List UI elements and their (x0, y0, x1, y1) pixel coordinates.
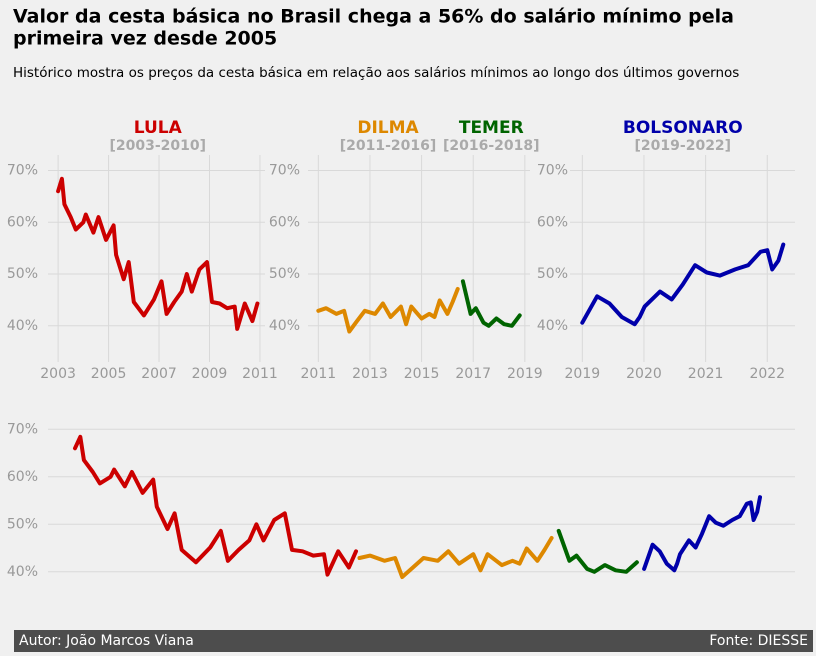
y-tick-label: 60% (537, 214, 568, 230)
y-tick-label: 50% (269, 266, 300, 282)
x-tick-label: 2019 (507, 366, 543, 382)
legend-name: TEMER (459, 118, 524, 138)
y-tick-label: 70% (7, 421, 38, 437)
y-tick-label: 60% (269, 214, 300, 230)
x-tick-label: 2019 (565, 366, 601, 382)
x-tick-label: 2011 (301, 366, 337, 382)
y-tick-label: 50% (7, 266, 38, 282)
x-tick-label: 2011 (242, 366, 278, 382)
legend-name: LULA (134, 118, 183, 138)
footer-bar (14, 630, 813, 652)
x-tick-label: 2007 (141, 366, 177, 382)
legend-name: DILMA (357, 118, 419, 138)
y-tick-label: 40% (269, 318, 300, 334)
legend-period: [2011-2016] (340, 138, 437, 154)
x-tick-label: 2017 (455, 366, 491, 382)
y-tick-label: 70% (537, 163, 568, 179)
legend-period: [2003-2010] (109, 138, 206, 154)
chart-subtitle: Histórico mostra os preços da cesta bási… (13, 65, 739, 81)
legend-name: BOLSONARO (623, 118, 743, 138)
x-tick-label: 2015 (404, 366, 440, 382)
chart-title: Valor da cesta básica no Brasil chega a … (13, 6, 734, 28)
author: Autor: João Marcos Viana (19, 633, 194, 649)
x-tick-label: 2003 (40, 366, 76, 382)
legend-period: [2016-2018] (443, 138, 540, 154)
chart-title: primeira vez desde 2005 (13, 28, 277, 50)
y-tick-label: 70% (7, 163, 38, 179)
line (56, 176, 260, 331)
y-tick-label: 40% (7, 564, 38, 580)
line (357, 536, 554, 579)
x-tick-label: 2022 (749, 366, 785, 382)
line (580, 242, 786, 327)
source: Fonte: DIESSE (709, 633, 808, 649)
line (556, 528, 639, 574)
x-tick-label: 2013 (352, 366, 388, 382)
y-tick-label: 70% (269, 163, 300, 179)
line (642, 495, 762, 573)
y-tick-label: 50% (537, 266, 568, 282)
x-tick-label: 2020 (626, 366, 662, 382)
x-tick-label: 2005 (91, 366, 127, 382)
x-tick-label: 2009 (192, 366, 228, 382)
y-tick-label: 40% (7, 318, 38, 334)
x-tick-label: 2021 (688, 366, 724, 382)
y-tick-label: 60% (7, 469, 38, 485)
y-tick-label: 60% (7, 214, 38, 230)
line (73, 434, 358, 577)
legend-period: [2019-2022] (635, 138, 732, 154)
y-tick-label: 50% (7, 516, 38, 532)
line (316, 287, 460, 334)
line (460, 279, 522, 328)
y-tick-label: 40% (537, 318, 568, 334)
